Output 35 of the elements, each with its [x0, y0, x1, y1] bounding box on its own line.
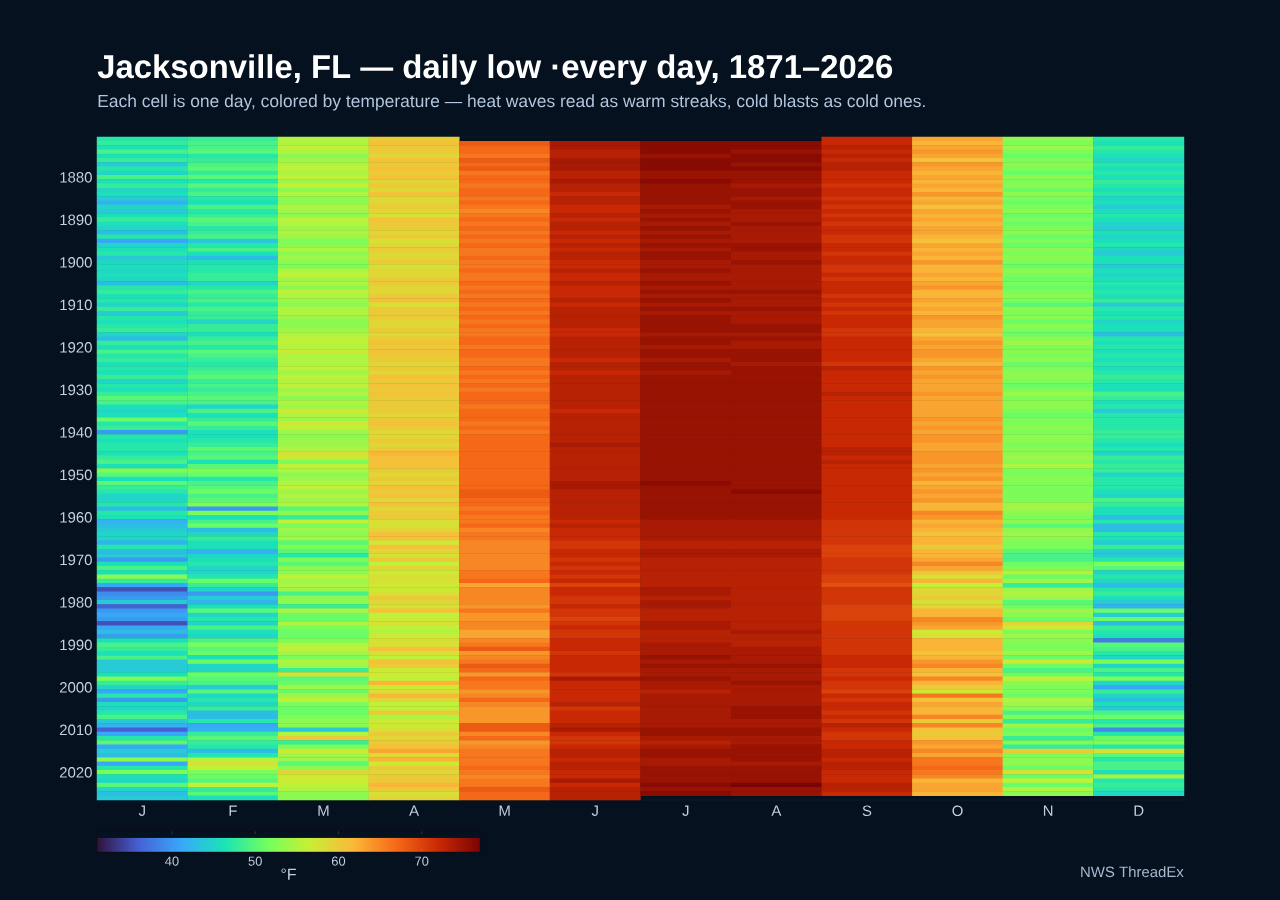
y-tick-label: 1970: [60, 554, 92, 566]
x-tick-label: N: [1043, 805, 1053, 816]
x-tick-label: J: [682, 805, 689, 816]
y-tick-label: 1890: [60, 214, 92, 226]
color-bar-label: 40: [165, 856, 179, 866]
x-tick-label: J: [591, 805, 598, 816]
x-tick-label: A: [409, 805, 419, 816]
y-tick-label: 1910: [60, 299, 92, 311]
x-tick-label: M: [318, 805, 329, 816]
y-tick-label: 2020: [59, 767, 92, 778]
x-tick-label: M: [499, 805, 510, 816]
color-bar-label: 60: [331, 856, 346, 866]
y-tick-label: 1960: [60, 512, 92, 523]
y-tick-label: 1940: [60, 427, 92, 438]
y-tick-label: 1920: [60, 342, 92, 353]
color-bar-label: 70: [415, 856, 429, 866]
color-bar-label: 50: [248, 856, 262, 866]
color-bar-title: °F: [281, 868, 296, 880]
y-tick-label: 2010: [59, 724, 92, 736]
x-tick-label: F: [229, 805, 237, 816]
y-tick-label: 2000: [59, 682, 92, 693]
y-tick-label: 1980: [60, 597, 92, 608]
chart-title: Jacksonville, FL — daily low ·every day, 1871–2026: [97, 54, 893, 85]
y-tick-label: 1930: [60, 384, 92, 396]
y-tick-label: 1880: [60, 172, 92, 183]
chart-subtitle: Each cell is one day, colored by temperature — heat waves read as warm streaks, cold blasts as cold ones.: [98, 94, 925, 111]
y-tick-label: 1900: [60, 257, 92, 268]
y-tick-label: 1990: [60, 639, 92, 651]
y-tick-label: 1950: [60, 469, 92, 481]
x-tick-label: O: [952, 805, 963, 817]
text: NWS ThreadEx: [1081, 866, 1184, 878]
x-tick-label: S: [862, 805, 872, 817]
x-tick-label: J: [138, 805, 145, 816]
x-tick-label: A: [771, 805, 782, 816]
x-tick-label: D: [1134, 805, 1144, 816]
